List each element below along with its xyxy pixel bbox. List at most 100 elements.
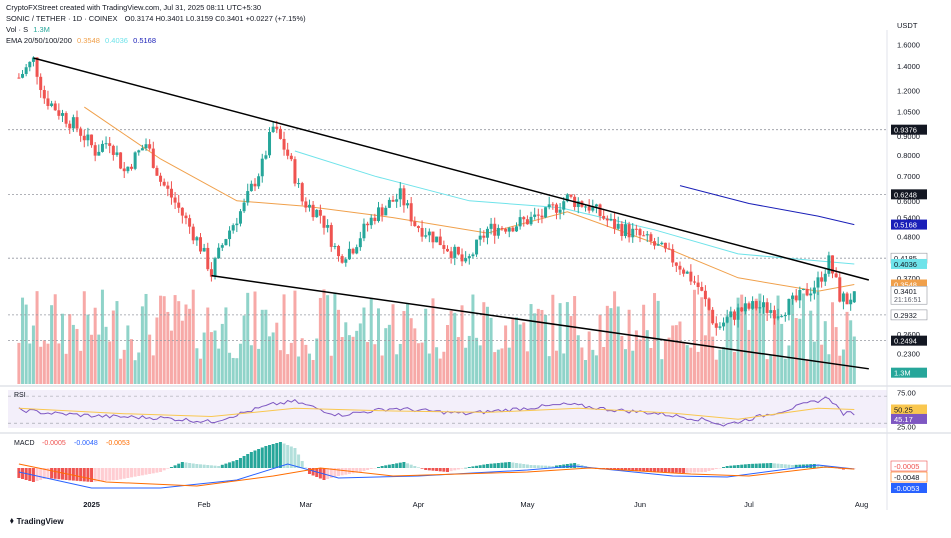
volume-bar bbox=[435, 347, 439, 384]
volume-bar bbox=[369, 298, 373, 384]
macd-histogram-bar bbox=[366, 468, 370, 470]
volume-bar bbox=[845, 311, 849, 384]
symbol-title[interactable]: SONIC / TETHER · 1D · COINEX bbox=[6, 14, 118, 23]
candle-body bbox=[663, 242, 667, 249]
volume-bar bbox=[613, 291, 617, 384]
ema-line bbox=[679, 185, 855, 226]
volume-bar bbox=[362, 307, 366, 384]
currency-label: USDT bbox=[897, 21, 918, 30]
candle-body bbox=[841, 293, 845, 302]
volume-bar bbox=[340, 337, 344, 384]
volume-bar bbox=[511, 318, 515, 384]
candle-body bbox=[852, 291, 856, 303]
macd-histogram-bar bbox=[758, 463, 762, 468]
candle-body bbox=[268, 131, 272, 156]
candle-body bbox=[264, 155, 268, 159]
candle-body bbox=[638, 229, 642, 236]
volume-bar bbox=[282, 294, 286, 384]
volume-bar bbox=[442, 351, 446, 384]
candle-body bbox=[801, 288, 805, 291]
price-tick-label: 1.4000 bbox=[897, 62, 920, 71]
macd-histogram-bar bbox=[111, 468, 115, 481]
macd-histogram-bar bbox=[402, 462, 406, 468]
candle-body bbox=[740, 307, 744, 312]
volume-bar bbox=[569, 316, 573, 384]
volume-bar bbox=[53, 294, 57, 384]
candle-body bbox=[453, 246, 457, 258]
volume-bar bbox=[271, 332, 275, 384]
candle-body bbox=[791, 295, 795, 299]
candle-body bbox=[304, 201, 308, 208]
tradingview-brand: TradingView bbox=[16, 516, 64, 526]
tradingview-logo[interactable]: ⬧ TradingView bbox=[10, 516, 64, 526]
candle-body bbox=[449, 251, 453, 258]
macd-hist-legend: -0.0005 bbox=[42, 440, 66, 447]
macd-histogram-bar bbox=[413, 466, 417, 468]
candle-body bbox=[456, 246, 460, 255]
volume-bar bbox=[482, 302, 486, 384]
candle-body bbox=[576, 201, 580, 207]
price-tick-label: 0.8000 bbox=[897, 151, 920, 160]
macd-histogram-bar bbox=[195, 464, 199, 468]
candle-body bbox=[347, 248, 351, 260]
macd-histogram-bar bbox=[718, 468, 722, 469]
volume-bar bbox=[714, 359, 718, 384]
candle-body bbox=[420, 227, 424, 237]
volume-bar bbox=[148, 334, 152, 384]
ema-legend-label[interactable]: EMA 20/50/100/200 bbox=[6, 36, 72, 45]
volume-bar bbox=[347, 335, 351, 384]
volume-bar bbox=[580, 347, 584, 384]
candle-body bbox=[613, 218, 617, 229]
volume-bar bbox=[729, 316, 733, 384]
candle-body bbox=[162, 181, 166, 186]
volume-bar bbox=[841, 349, 845, 384]
macd-histogram-bar bbox=[17, 468, 21, 478]
volume-bar bbox=[740, 294, 744, 384]
rsi-ma-badge-label: 50.25 bbox=[894, 406, 913, 415]
candle-body bbox=[594, 204, 598, 207]
volume-bar bbox=[409, 318, 413, 384]
candle-body bbox=[584, 206, 588, 208]
candle-body bbox=[329, 225, 333, 247]
macd-histogram-bar bbox=[351, 468, 355, 474]
volume-bar bbox=[696, 351, 700, 384]
volume-bar bbox=[35, 291, 39, 384]
volume-legend-label[interactable]: Vol · S bbox=[6, 25, 29, 34]
volume-bar bbox=[722, 346, 726, 384]
volume-bar bbox=[627, 309, 631, 384]
macd-histogram-bar bbox=[794, 464, 798, 468]
volume-bar bbox=[663, 339, 667, 384]
volume-bar bbox=[300, 338, 304, 384]
volume-bar bbox=[602, 346, 606, 384]
macd-pane-title: MACD bbox=[14, 440, 35, 447]
volume-bar bbox=[231, 357, 235, 384]
candle-body bbox=[475, 239, 479, 255]
volume-bar bbox=[591, 349, 595, 384]
volume-bar bbox=[413, 328, 417, 384]
macd-histogram-bar bbox=[558, 465, 562, 468]
macd-histogram-bar bbox=[489, 463, 493, 468]
volume-bar bbox=[758, 293, 762, 384]
volume-bar bbox=[159, 295, 163, 384]
volume-bar bbox=[420, 342, 424, 384]
macd-histogram-bar bbox=[616, 468, 620, 470]
macd-histogram-bar bbox=[533, 465, 537, 468]
candle-body bbox=[249, 183, 253, 192]
volume-bar bbox=[93, 307, 97, 384]
volume-bar bbox=[169, 330, 173, 384]
volume-bar bbox=[674, 325, 678, 384]
price-tick-label: 0.3700 bbox=[897, 274, 920, 283]
volume-bar bbox=[801, 293, 805, 384]
candle-body bbox=[402, 188, 406, 206]
candle-body bbox=[718, 326, 722, 328]
volume-bar bbox=[573, 296, 577, 384]
macd-histogram-bar bbox=[613, 468, 617, 470]
candle-body bbox=[140, 148, 144, 151]
macd-histogram-bar bbox=[246, 454, 250, 468]
volume-bar bbox=[129, 339, 133, 384]
macd-histogram-bar bbox=[540, 465, 544, 468]
candle-body bbox=[282, 138, 286, 150]
volume-bar bbox=[544, 314, 548, 384]
candle-body bbox=[391, 199, 395, 202]
